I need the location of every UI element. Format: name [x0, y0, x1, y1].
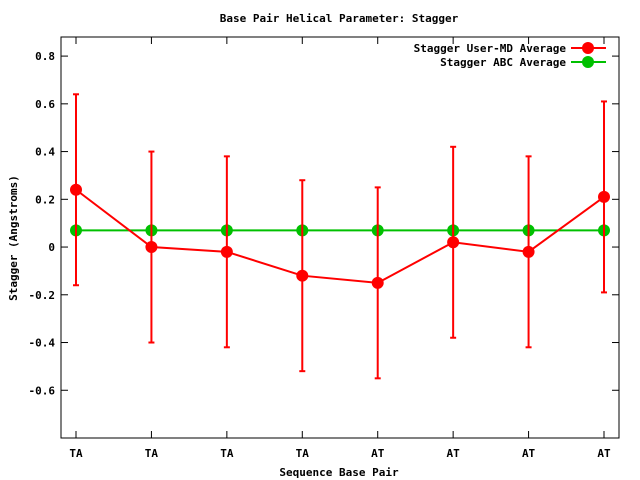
plot-marks: [70, 93, 610, 380]
series-usermd-point: [145, 241, 158, 254]
x-tick-label: AT: [447, 447, 461, 460]
chart-title: Base Pair Helical Parameter: Stagger: [220, 12, 459, 25]
legend-label: Stagger User-MD Average: [414, 42, 567, 55]
legend-marker: [582, 56, 594, 68]
x-axis-label: Sequence Base Pair: [279, 466, 399, 479]
series-usermd-point: [371, 276, 384, 289]
x-tick-label: TA: [145, 447, 159, 460]
y-tick-label: 0.8: [35, 50, 55, 63]
x-tick-label: TA: [220, 447, 234, 460]
series-usermd-point: [296, 269, 309, 282]
series-usermd-line: [75, 188, 605, 284]
y-tick-label: -0.4: [29, 337, 56, 350]
legend-marker: [582, 42, 594, 54]
y-tick-label: -0.6: [29, 384, 56, 397]
x-tick-label: AT: [371, 447, 385, 460]
y-tick-label: 0.4: [35, 146, 55, 159]
y-axis-label: Stagger (Angstroms): [7, 175, 20, 301]
series-usermd-point: [70, 183, 82, 196]
y-tick-label: 0: [48, 241, 55, 254]
plot-frame: [60, 36, 620, 439]
x-tick-label: TA: [296, 447, 310, 460]
x-tick-label: TA: [69, 447, 83, 460]
y-axis: -0.6 -0.4 -0.2 0 0.2 0.4 0.6 0.8: [29, 50, 619, 397]
y-tick-label: 0.6: [35, 98, 55, 111]
series-usermd-point: [220, 245, 233, 258]
y-tick-label: 0.2: [35, 193, 55, 206]
legend-label: Stagger ABC Average: [440, 56, 566, 69]
y-tick-label: -0.2: [29, 289, 56, 302]
x-tick-label: AT: [522, 447, 536, 460]
x-axis: TA TA TA TA AT AT AT AT: [69, 37, 611, 460]
series-usermd-point: [522, 245, 535, 258]
x-tick-label: AT: [597, 447, 611, 460]
series-usermd-point: [598, 190, 610, 203]
series-usermd-point: [447, 236, 460, 249]
